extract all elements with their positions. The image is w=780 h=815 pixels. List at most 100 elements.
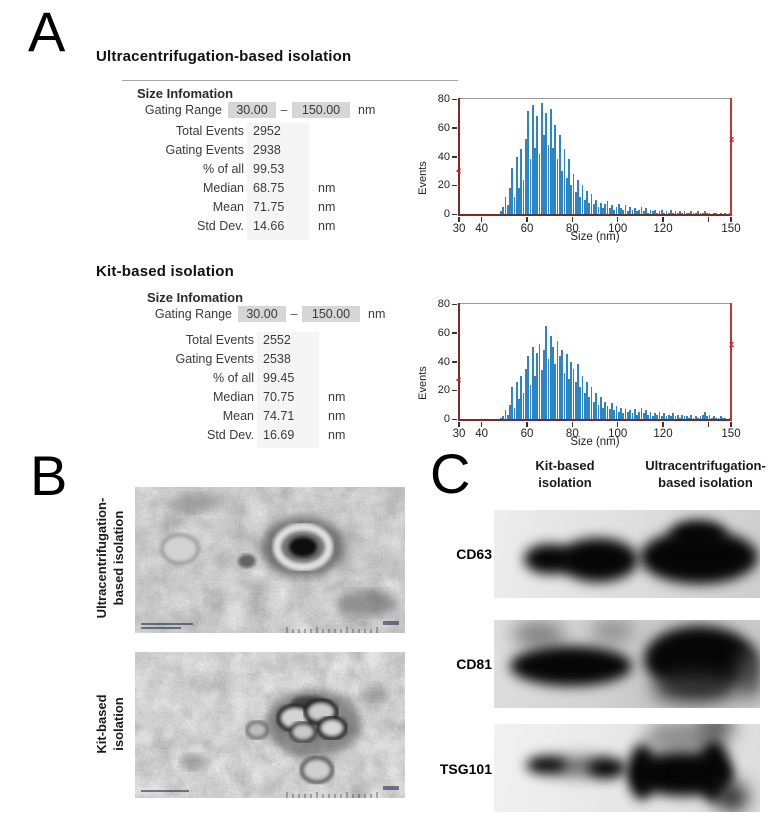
- value-column-strip: [257, 332, 319, 448]
- bar: [629, 206, 631, 214]
- bar: [606, 406, 609, 419]
- bar: [506, 414, 509, 419]
- bar: [704, 411, 706, 419]
- bar: [500, 211, 502, 214]
- bar: [604, 203, 607, 214]
- bar: [602, 208, 604, 214]
- bar: [620, 407, 622, 419]
- bar: [674, 211, 677, 214]
- xdash: [480, 422, 483, 427]
- blot-label-cd81: CD81: [456, 656, 492, 672]
- bar: [685, 212, 688, 214]
- y-axis-label: Events: [417, 161, 429, 195]
- bar: [525, 368, 527, 419]
- bar: [552, 147, 554, 214]
- row-value: 70.75: [263, 390, 295, 404]
- caption-line: based isolation: [111, 510, 126, 606]
- table-row: Std Dev. 16.69 nm: [132, 428, 472, 447]
- ydash: [452, 303, 457, 305]
- bar: [633, 208, 636, 214]
- bar: [597, 404, 600, 419]
- bar: [654, 413, 656, 419]
- table-title: Size Infomation: [147, 290, 244, 305]
- gating-min-field: 30.00: [228, 102, 276, 118]
- bar: [699, 212, 702, 214]
- row-value: 99.45: [263, 371, 295, 385]
- bar: [729, 417, 731, 419]
- bar: [642, 413, 645, 419]
- bar: [595, 199, 597, 214]
- western-blot-cd63: [494, 510, 760, 598]
- bar: [559, 134, 561, 214]
- row-unit: nm: [328, 409, 346, 423]
- row-label: Gating Events: [175, 352, 254, 366]
- gating-max-field: 150.00: [302, 306, 360, 322]
- panel-b-letter: B: [30, 444, 68, 507]
- table-row: Mean 71.75 nm: [122, 200, 462, 219]
- size-histogram-kit: 0 20 40 60 80 30 40 60 80 100 120 150 < x Events Size…: [417, 298, 741, 463]
- bar: [695, 416, 697, 419]
- xdash: [707, 422, 710, 427]
- tem-metadata-text-mark: [141, 627, 181, 629]
- bar: [529, 159, 532, 214]
- bar: [722, 417, 724, 419]
- ydash: [452, 332, 457, 334]
- xdash: [526, 422, 528, 427]
- bar: [563, 149, 566, 214]
- tem-scale-label-mark: [383, 786, 399, 790]
- marker: <: [456, 375, 462, 386]
- row-unit: nm: [318, 200, 336, 214]
- gating-unit: nm: [368, 307, 386, 321]
- bar: [588, 202, 591, 214]
- bar: [683, 416, 686, 419]
- bar: [529, 384, 532, 419]
- bar: [651, 211, 654, 214]
- bar: [593, 203, 595, 214]
- gating-range-row: Gating Range 30.00 – 150.00 nm: [124, 101, 375, 119]
- bar: [538, 344, 541, 419]
- xdash: [571, 217, 574, 222]
- bar: [522, 179, 525, 214]
- bar: [577, 179, 579, 214]
- bar: [543, 134, 545, 214]
- xdash: [571, 422, 574, 427]
- marker: x: [728, 339, 734, 350]
- header-line: Kit-based: [535, 458, 595, 473]
- bar: [586, 191, 588, 214]
- gating-unit: nm: [358, 103, 376, 117]
- bar: [613, 209, 616, 214]
- bar: [627, 411, 629, 419]
- row-label: Median: [213, 390, 254, 404]
- bar: [688, 212, 690, 214]
- ytick: 80: [437, 93, 450, 105]
- bar: [620, 208, 622, 214]
- bar: [613, 410, 616, 419]
- row-unit: nm: [328, 428, 346, 442]
- bar: [654, 209, 656, 214]
- bar: [556, 341, 559, 419]
- bar: [683, 211, 686, 214]
- xtick: 40: [475, 223, 489, 235]
- row-value: 71.75: [253, 200, 285, 214]
- table-row: % of all 99.53: [122, 162, 462, 181]
- tem-image-ultracentrifugation: [135, 487, 405, 633]
- bar: [556, 159, 559, 214]
- bar: [538, 153, 541, 214]
- bar: [713, 416, 715, 419]
- caption-line: Ultracentrifugation-: [94, 497, 110, 619]
- bar: [633, 408, 636, 419]
- ydash: [452, 418, 457, 420]
- bar: [690, 414, 693, 419]
- bar: [511, 168, 514, 214]
- bar: [717, 417, 720, 419]
- tem-micrograph-graphic: [135, 487, 405, 633]
- bar: [617, 203, 620, 214]
- bar: [559, 355, 561, 419]
- bar: [640, 407, 643, 419]
- ytick: 40: [437, 150, 450, 163]
- bar: [513, 196, 516, 214]
- bar: [515, 156, 518, 214]
- bar: [636, 211, 638, 214]
- bar: [577, 364, 579, 419]
- y-axis-label: Events: [417, 366, 429, 400]
